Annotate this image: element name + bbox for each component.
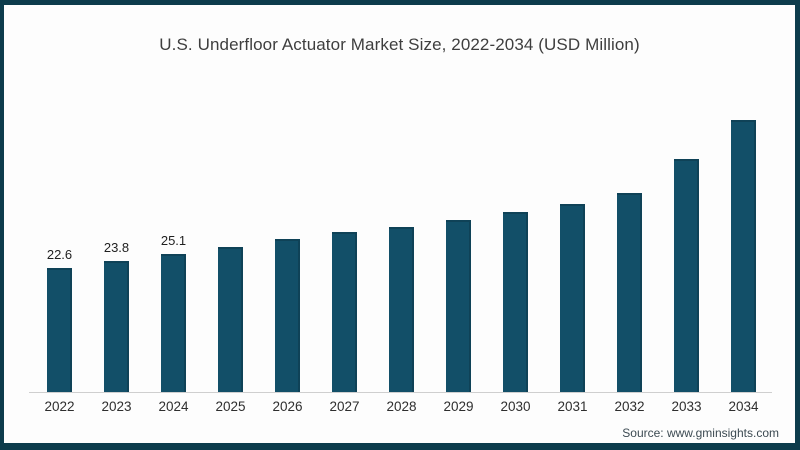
bar-2027 — [332, 232, 357, 392]
bar-2025 — [218, 247, 243, 392]
bar-slot-2032: 2032 — [601, 92, 658, 414]
bar-2030 — [503, 212, 528, 392]
bar-slot-2028: 2028 — [373, 92, 430, 414]
bar-2024 — [161, 254, 186, 392]
x-tick-2024: 2024 — [158, 399, 189, 414]
x-tick-2031: 2031 — [557, 399, 588, 414]
x-tick-2023: 2023 — [101, 399, 132, 414]
value-label-2022: 22.6 — [46, 247, 73, 262]
bar-slot-2033: 2033 — [658, 92, 715, 414]
x-tick-2030: 2030 — [500, 399, 531, 414]
bar-2026 — [275, 239, 300, 392]
bar-slot-2031: 2031 — [544, 92, 601, 414]
bar-2029 — [446, 220, 471, 392]
bar-2032 — [617, 193, 642, 392]
x-tick-2028: 2028 — [386, 399, 417, 414]
x-tick-2032: 2032 — [614, 399, 645, 414]
x-axis-line — [29, 392, 772, 393]
bar-2023 — [104, 261, 129, 392]
chart-canvas: U.S. Underfloor Actuator Market Size, 20… — [4, 5, 795, 443]
bar-2034 — [731, 120, 756, 392]
bar-slot-2029: 2029 — [430, 92, 487, 414]
x-tick-2026: 2026 — [272, 399, 303, 414]
bar-slot-2024: 25.1 2024 — [145, 92, 202, 414]
x-tick-2027: 2027 — [329, 399, 360, 414]
bar-2031 — [560, 204, 585, 392]
bar-slot-2023: 23.8 2023 — [88, 92, 145, 414]
value-label-2024: 25.1 — [160, 233, 187, 248]
x-tick-2029: 2029 — [443, 399, 474, 414]
bar-2022 — [47, 268, 72, 392]
bar-slot-2025: 2025 — [202, 92, 259, 414]
bar-slot-2026: 2026 — [259, 92, 316, 414]
x-tick-2025: 2025 — [215, 399, 246, 414]
bar-2033 — [674, 159, 699, 392]
chart-title: U.S. Underfloor Actuator Market Size, 20… — [159, 35, 640, 54]
bar-slot-2030: 2030 — [487, 92, 544, 414]
bar-slot-2027: 2027 — [316, 92, 373, 414]
bar-slot-2034: 2034 — [715, 92, 772, 414]
source-attribution: Source: www.gminsights.com — [622, 426, 779, 440]
value-label-2023: 23.8 — [103, 240, 130, 255]
bar-slot-2022: 22.6 2022 — [31, 92, 88, 414]
bar-2028 — [389, 227, 414, 392]
x-tick-2022: 2022 — [44, 399, 75, 414]
bars-row: 22.6 2022 23.8 2023 25.1 2024 2025 2026 2027 2028… — [31, 92, 772, 414]
x-tick-2034: 2034 — [728, 399, 759, 414]
x-tick-2033: 2033 — [671, 399, 702, 414]
